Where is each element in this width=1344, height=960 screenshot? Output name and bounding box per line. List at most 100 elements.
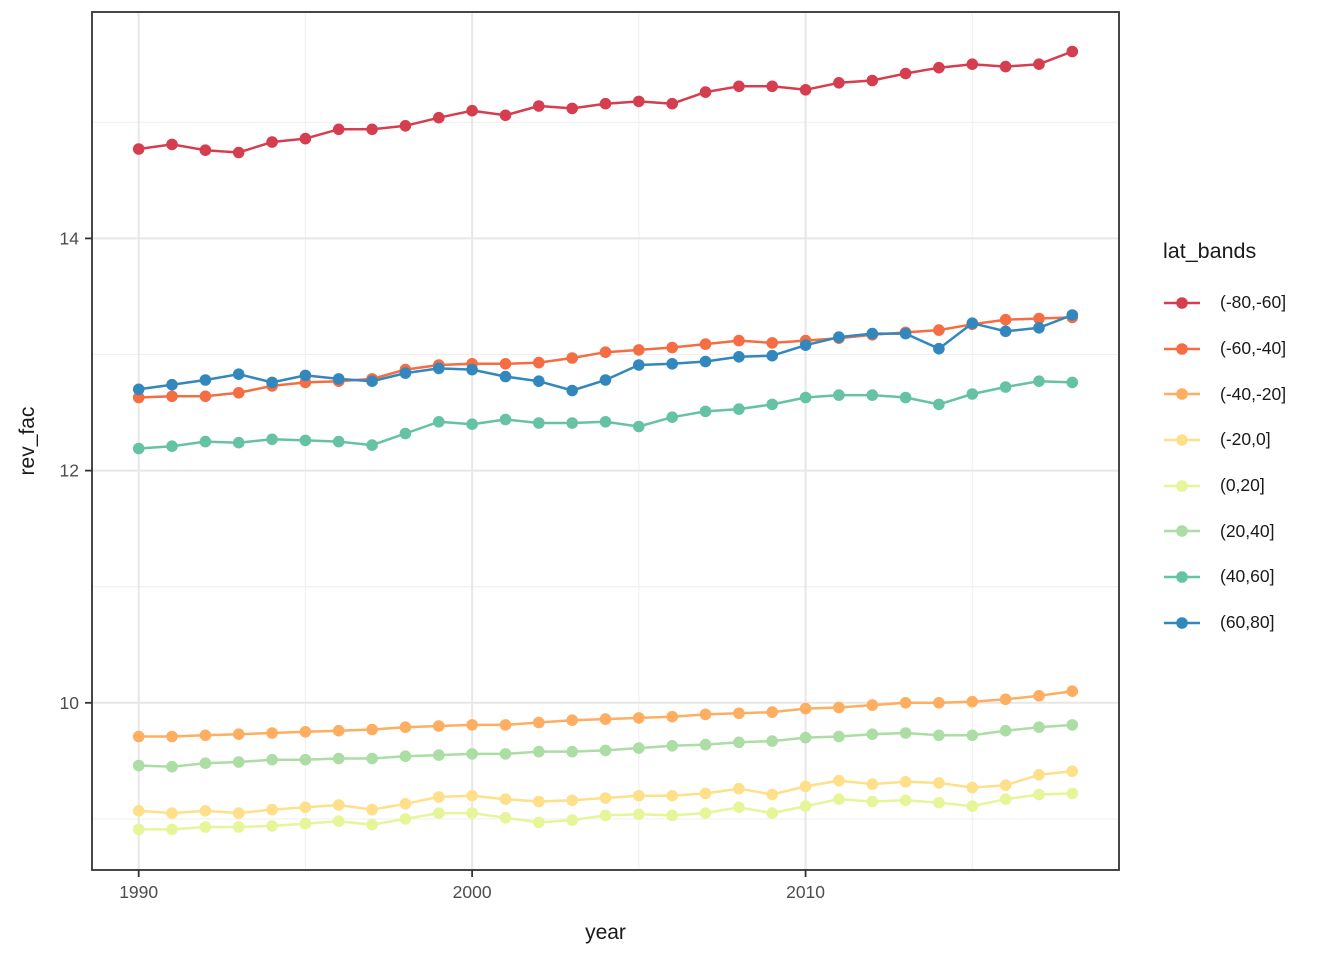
data-point [433,807,445,819]
data-point [599,416,612,428]
data-point [966,800,979,812]
data-point [633,789,645,802]
data-point [132,823,145,836]
data-point [399,798,412,810]
data-point [566,814,578,826]
data-point [499,109,512,122]
data-point [999,693,1012,706]
data-point [933,324,945,336]
data-point [733,403,745,415]
legend-key-icon [1164,571,1200,583]
data-point [366,123,378,136]
y-tick-label: 14 [60,228,80,248]
data-point [799,780,812,793]
legend-item-label: (0,20] [1220,475,1265,496]
data-point [299,726,312,738]
data-point [599,792,612,804]
data-point [299,434,312,447]
data-point [466,789,478,802]
data-point [766,788,778,801]
data-point [866,728,879,740]
data-point [699,338,712,350]
legend: lat_bands (-80,-60] (-60,-40] (-40,-20] (-2… [1163,238,1286,646]
data-point [799,391,812,404]
data-point [733,736,745,749]
data-point [332,752,345,765]
data-point [733,782,745,795]
data-point [166,138,178,151]
legend-key-icon [1164,525,1200,538]
data-point [466,418,478,431]
data-point [799,702,812,715]
legend-item: (40,60] [1163,554,1286,600]
legend-item-label: (60,80] [1220,612,1275,633]
data-point [666,341,678,354]
data-point [899,776,912,788]
data-point [1033,690,1045,702]
data-point [399,750,412,762]
data-point [833,774,845,787]
data-point [666,710,678,723]
x-tick-label: 2010 [786,882,825,902]
data-point [266,376,278,389]
data-point [533,716,545,729]
data-point [966,695,979,708]
data-point [933,398,945,411]
data-point [399,813,412,825]
data-point [366,439,378,451]
data-point [366,752,378,765]
data-point [266,136,278,148]
data-point [132,391,145,404]
data-point [433,749,445,761]
data-point [999,313,1012,326]
data-point [966,729,979,742]
data-point [366,723,378,736]
data-point [1066,309,1079,321]
data-point [466,719,478,731]
data-point [132,383,145,396]
data-point [666,809,678,822]
data-point [299,817,312,830]
data-point [266,803,278,816]
data-point [599,97,612,110]
data-point [966,58,979,70]
data-point [599,809,612,822]
data-point [799,339,812,352]
data-point [433,791,445,803]
data-point [599,713,612,725]
data-point [232,821,245,833]
data-point [833,331,845,343]
data-point [232,728,245,740]
data-point [533,745,545,758]
data-point [866,74,879,87]
data-point [599,346,612,359]
data-point [899,697,912,709]
data-point [1033,312,1045,325]
data-point [566,384,578,397]
data-point [899,327,912,340]
data-point [699,405,712,418]
data-point [699,807,712,819]
data-point [966,781,979,794]
data-point [866,795,879,808]
data-point [733,801,745,814]
legend-items: (-80,-60] (-60,-40] (-40,-20] (-20,0] (0,20]… [1163,280,1286,646]
data-point [733,334,745,347]
data-point [933,729,945,742]
data-point [999,60,1012,73]
data-point [166,807,178,819]
legend-key-icon [1164,297,1200,309]
data-point [132,805,145,817]
data-point [733,351,745,363]
x-tick-label: 2000 [453,882,492,902]
data-point [833,77,845,89]
y-tick-label: 12 [60,461,79,481]
data-point [399,120,412,132]
data-point [232,146,245,159]
data-point [599,744,612,757]
data-point [433,362,445,375]
data-point [466,807,478,819]
data-point [232,368,245,381]
